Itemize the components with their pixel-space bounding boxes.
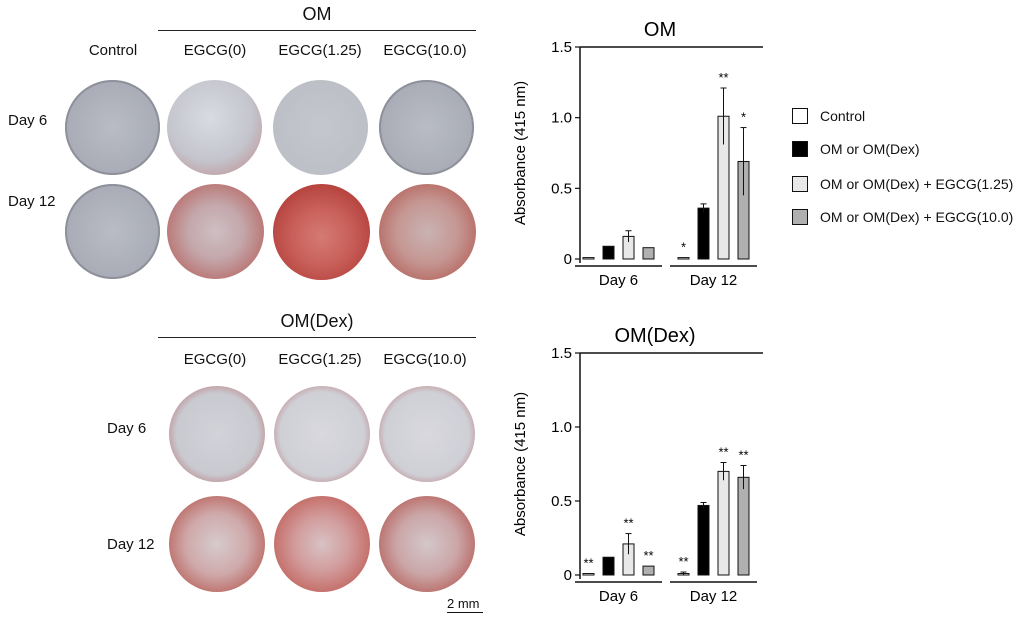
om-ytick-label-3: 1.5 [551, 39, 572, 56]
dex-sig-0-0: ** [583, 556, 593, 571]
dex-header-rule [158, 337, 476, 338]
well-dex-day12-egcg0 [169, 496, 265, 592]
well-dex-day6-egcg10 [379, 386, 475, 482]
dex-col-label-egcg0: EGCG(0) [183, 351, 247, 368]
om-ytick-label-2: 1.0 [551, 110, 572, 127]
chart-om-dex: OM(Dex) 0 0.5 1.0 1.5 Absorbance (415 nm) ** **… [512, 325, 763, 605]
om-bar-1-1 [697, 207, 710, 260]
dex-row-label-day6: Day 6 [107, 420, 147, 437]
well-dex-day12-egcg10 [379, 496, 475, 592]
dex-sig-1-2: ** [718, 445, 728, 460]
dex-cat-label-1: Day 12 [690, 588, 738, 605]
legend-swatch-egcg10 [792, 209, 808, 225]
legend-item-om: OM or OM(Dex) [792, 141, 920, 157]
om-header: OM [302, 4, 332, 24]
dex-cat-label-0: Day 6 [599, 588, 638, 605]
om-col-label-egcg10: EGCG(10.0) [383, 42, 467, 59]
om-header-rule [158, 30, 476, 31]
dex-sig-1-0: ** [678, 554, 688, 569]
well-dex-day6-egcg125 [274, 386, 370, 482]
legend-swatch-control [792, 108, 808, 124]
dex-ylabel: Absorbance (415 nm) [512, 392, 529, 536]
well-om-day6-egcg0 [167, 80, 262, 175]
legend-swatch-egcg125 [792, 176, 808, 192]
om-cat-label-1: Day 12 [690, 272, 738, 289]
legend-item-egcg125: OM or OM(Dex) + EGCG(1.25) [792, 176, 1013, 192]
om-col-label-egcg0: EGCG(0) [183, 42, 247, 59]
om-bar-1-0 [677, 257, 690, 260]
om-bar-0-3 [642, 247, 655, 260]
om-sig-1-0: * [681, 240, 686, 255]
dex-ytick-label-0: 0 [564, 567, 572, 584]
legend-label-control: Control [820, 108, 866, 124]
scale-bar-label: 2 mm [447, 596, 480, 611]
dex-sig-0-3: ** [643, 548, 653, 563]
dex-bar-0-3 [642, 565, 655, 576]
om-col-label-egcg125: EGCG(1.25) [278, 42, 362, 59]
well-om-day6-control [65, 80, 160, 175]
dex-ytick-label-2: 1.0 [551, 419, 572, 436]
dex-bar-1-2 [717, 470, 730, 576]
om-ytick-label-0: 0 [564, 251, 572, 268]
legend-item-control: Control [792, 108, 865, 124]
dex-header: OM(Dex) [280, 311, 354, 331]
om-bar-0-1 [602, 245, 615, 260]
well-om-day12-egcg125 [273, 184, 370, 280]
well-dex-day12-egcg125 [274, 496, 370, 592]
om-sig-1-2: ** [718, 70, 728, 85]
dex-col-label-egcg125: EGCG(1.25) [278, 351, 362, 368]
om-sig-1-3: * [741, 110, 746, 125]
dex-bar-0-0 [582, 573, 595, 576]
legend-label-egcg125: OM or OM(Dex) + EGCG(1.25) [820, 176, 1014, 192]
well-om-day12-control [65, 184, 160, 279]
om-ylabel: Absorbance (415 nm) [512, 81, 529, 225]
dex-col-label-egcg10: EGCG(10.0) [383, 351, 467, 368]
om-title: OM [644, 19, 676, 41]
om-row-label-day6: Day 6 [8, 112, 48, 129]
dex-bar-0-1 [602, 556, 615, 576]
dex-bar-1-1 [697, 504, 710, 576]
control-label: Control [88, 42, 138, 59]
well-om-day6-egcg10 [379, 80, 474, 175]
dex-ytick-label-3: 1.5 [551, 345, 572, 362]
om-row-label-day12: Day 12 [8, 193, 56, 210]
dex-title: OM(Dex) [614, 325, 695, 347]
dex-bar-1-3 [737, 476, 750, 576]
legend-swatch-om [792, 141, 808, 157]
well-om-day6-egcg125 [273, 80, 368, 175]
well-om-day12-egcg0 [167, 184, 264, 279]
legend-label-om: OM or OM(Dex) [820, 141, 920, 157]
dex-ytick-label-1: 0.5 [551, 493, 572, 510]
om-ytick-label-1: 0.5 [551, 180, 572, 197]
dex-row-label-day12: Day 12 [107, 536, 155, 553]
dex-sig-0-2: ** [623, 516, 633, 531]
well-dex-day6-egcg0 [169, 386, 265, 482]
om-cat-label-0: Day 6 [599, 272, 638, 289]
dex-sig-1-3: ** [738, 447, 748, 462]
scale-bar-line [447, 612, 483, 613]
om-bar-0-0 [582, 257, 595, 260]
well-om-day12-egcg10 [379, 184, 476, 280]
legend-item-egcg10: OM or OM(Dex) + EGCG(10.0) [792, 209, 1013, 225]
legend-label-egcg10: OM or OM(Dex) + EGCG(10.0) [820, 209, 1014, 225]
